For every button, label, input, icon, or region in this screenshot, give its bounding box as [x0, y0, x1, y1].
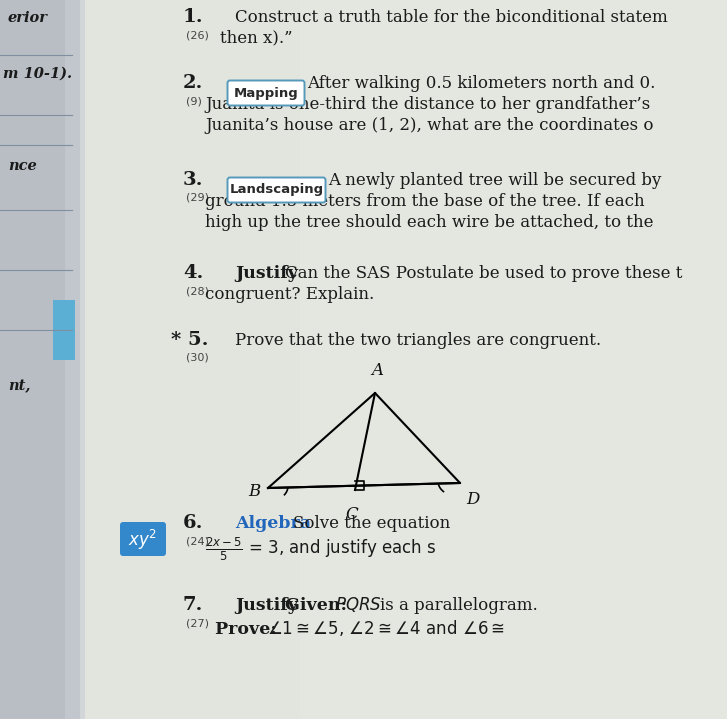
Text: Justify: Justify	[235, 265, 304, 282]
FancyBboxPatch shape	[0, 0, 80, 719]
Text: 7.: 7.	[183, 596, 204, 614]
Text: m 10-1).: m 10-1).	[3, 67, 72, 81]
Text: Prove that the two triangles are congruent.: Prove that the two triangles are congrue…	[235, 332, 601, 349]
FancyBboxPatch shape	[228, 81, 305, 106]
Text: Juanita’s house are (1, 2), what are the coordinates o: Juanita’s house are (1, 2), what are the…	[205, 117, 654, 134]
Text: Justify: Justify	[235, 597, 304, 614]
Text: is a parallelogram.: is a parallelogram.	[380, 597, 538, 614]
Text: After walking 0.5 kilometers north and 0.: After walking 0.5 kilometers north and 0…	[307, 75, 655, 92]
Text: (30): (30)	[186, 353, 209, 363]
Text: 3.: 3.	[183, 171, 204, 189]
Text: C: C	[345, 506, 358, 523]
Text: (9): (9)	[186, 96, 202, 106]
Text: Construct a truth table for the biconditional statem: Construct a truth table for the bicondit…	[235, 9, 668, 26]
Text: Solve the equation: Solve the equation	[293, 515, 450, 532]
Text: 2.: 2.	[183, 74, 204, 92]
Text: high up the tree should each wire be attached, to the: high up the tree should each wire be att…	[205, 214, 654, 231]
FancyBboxPatch shape	[300, 0, 727, 719]
Text: then x).”: then x).”	[220, 29, 293, 46]
FancyBboxPatch shape	[53, 300, 75, 360]
FancyBboxPatch shape	[120, 522, 166, 556]
Text: (26): (26)	[186, 30, 209, 40]
Text: (29): (29)	[186, 193, 209, 203]
Text: Given:: Given:	[285, 597, 353, 614]
Text: Mapping: Mapping	[233, 86, 298, 99]
Text: congruent? Explain.: congruent? Explain.	[205, 286, 374, 303]
Text: (28): (28)	[186, 286, 209, 296]
Text: nce: nce	[8, 159, 37, 173]
Text: $xy^2$: $xy^2$	[129, 528, 158, 552]
Text: Landscaping: Landscaping	[230, 183, 324, 196]
FancyBboxPatch shape	[65, 0, 85, 719]
Text: B: B	[248, 482, 260, 500]
Text: 4.: 4.	[183, 264, 204, 282]
Text: nt,: nt,	[8, 379, 31, 393]
Text: Can the SAS Postulate be used to prove these t: Can the SAS Postulate be used to prove t…	[285, 265, 683, 282]
Text: Juanita is one-third the distance to her grandfather’s: Juanita is one-third the distance to her…	[205, 96, 650, 113]
FancyBboxPatch shape	[75, 0, 727, 719]
Text: ground 1.5 meters from the base of the tree. If each: ground 1.5 meters from the base of the t…	[205, 193, 645, 210]
Text: (27): (27)	[186, 618, 209, 628]
Text: Prove:: Prove:	[215, 621, 283, 638]
Text: A newly planted tree will be secured by: A newly planted tree will be secured by	[328, 172, 662, 189]
FancyBboxPatch shape	[228, 178, 326, 203]
Text: $\angle 1 \cong \angle 5$, $\angle 2 \cong \angle 4$ and $\angle 6 \cong$: $\angle 1 \cong \angle 5$, $\angle 2 \co…	[267, 618, 505, 638]
Text: erior: erior	[8, 11, 48, 25]
Text: $\frac{2x-5}{5}$ = 3, and justify each s: $\frac{2x-5}{5}$ = 3, and justify each s	[205, 536, 436, 563]
Text: Algebra: Algebra	[235, 515, 317, 532]
Text: * 5.: * 5.	[171, 331, 209, 349]
Text: D: D	[466, 491, 480, 508]
Text: $\it{PQRS}$: $\it{PQRS}$	[335, 595, 382, 614]
Text: A: A	[371, 362, 383, 379]
Text: (24): (24)	[186, 536, 209, 546]
Text: 1.: 1.	[183, 8, 204, 26]
Text: 6.: 6.	[183, 514, 204, 532]
